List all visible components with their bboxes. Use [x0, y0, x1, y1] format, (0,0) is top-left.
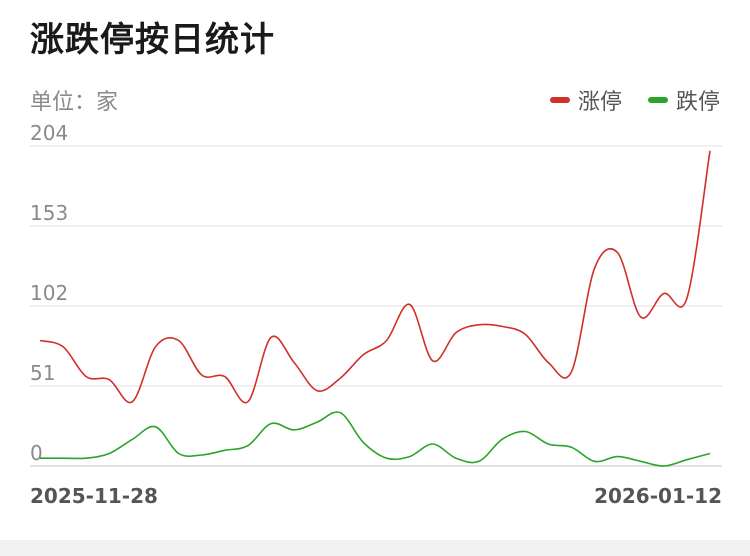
unit-label: 单位：家	[30, 90, 119, 115]
series-line-limit-up	[39, 150, 711, 404]
y-tick-label: 153	[30, 201, 68, 225]
x-tick-label-start: 2025-11-28	[30, 484, 158, 508]
legend-item-limit-down[interactable]: 跌停	[647, 84, 720, 116]
y-tick-label: 102	[30, 281, 68, 305]
legend-swatch-limit-down	[647, 97, 668, 103]
legend-label-limit-up: 涨停	[577, 90, 622, 115]
series-line-limit-down	[39, 411, 711, 467]
chart-legend: 涨停 跌停	[549, 84, 720, 116]
x-tick-label-end: 2026-01-12	[594, 484, 722, 508]
page-title: 涨跌停按日统计	[30, 20, 275, 60]
y-tick-label: 51	[30, 361, 55, 385]
legend-swatch-limit-up	[549, 97, 570, 103]
bottom-bar	[0, 540, 750, 556]
legend-label-limit-down: 跌停	[675, 90, 720, 115]
y-tick-label: 204	[30, 121, 68, 145]
y-tick-label: 0	[30, 441, 43, 465]
line-chart: 0 51 102 153 204 2025-11-28 2026-01-12	[30, 121, 722, 508]
legend-item-limit-up[interactable]: 涨停	[549, 84, 622, 116]
